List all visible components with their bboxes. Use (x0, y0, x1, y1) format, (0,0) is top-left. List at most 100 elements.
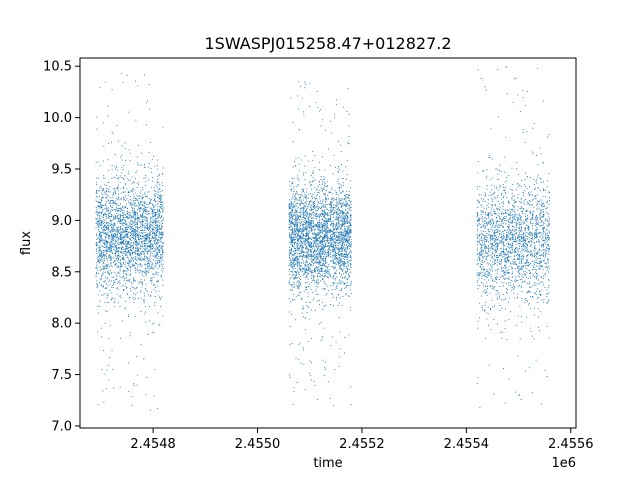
data-point (342, 241, 344, 243)
data-point (150, 258, 152, 260)
data-point (95, 267, 97, 269)
data-point (149, 240, 151, 242)
data-point (313, 222, 315, 224)
data-point (129, 273, 131, 275)
data-point (298, 219, 300, 221)
data-point (99, 202, 101, 204)
data-point (317, 293, 319, 295)
data-point (309, 301, 311, 303)
data-point (138, 258, 140, 260)
data-point (139, 208, 141, 210)
data-point (310, 246, 312, 249)
data-point (297, 207, 299, 209)
data-point (105, 248, 107, 250)
data-point (138, 232, 140, 234)
data-point (332, 238, 334, 240)
data-point (116, 274, 118, 276)
data-point (323, 239, 326, 241)
data-point (97, 284, 99, 286)
data-point (308, 203, 311, 205)
data-point (130, 205, 132, 207)
data-point (125, 245, 127, 247)
data-point (300, 282, 302, 284)
data-point (314, 228, 316, 231)
data-point (313, 204, 316, 207)
data-point (152, 255, 154, 257)
data-point (106, 260, 108, 262)
data-point (345, 294, 347, 296)
data-point (108, 212, 110, 214)
data-point (340, 244, 343, 246)
data-point (145, 195, 147, 198)
data-point (125, 236, 127, 238)
data-point (145, 177, 147, 179)
data-point (335, 298, 337, 301)
data-point (309, 375, 312, 377)
data-point (342, 237, 344, 239)
data-point (133, 181, 135, 183)
data-point (344, 336, 346, 338)
data-point (103, 242, 105, 244)
data-point (324, 361, 326, 363)
data-point (112, 235, 115, 237)
data-point (148, 320, 150, 322)
data-point (101, 211, 103, 213)
data-point (289, 185, 291, 187)
data-point (114, 233, 116, 235)
data-point (345, 200, 347, 202)
data-point (295, 277, 297, 279)
data-point (302, 349, 305, 351)
data-point (337, 261, 339, 264)
data-point (115, 239, 117, 241)
data-point (102, 249, 104, 251)
data-point (317, 282, 319, 284)
data-point (160, 256, 162, 258)
data-point (309, 372, 311, 374)
data-point (320, 187, 322, 189)
data-point (158, 191, 160, 193)
data-point (123, 243, 125, 245)
data-point (103, 145, 105, 147)
data-point (308, 269, 310, 271)
data-point (330, 236, 332, 238)
data-point (292, 236, 294, 239)
data-point (135, 212, 137, 214)
data-point (143, 219, 145, 221)
data-point (121, 230, 123, 233)
data-point (349, 269, 351, 271)
data-point (323, 209, 326, 211)
data-point (346, 160, 348, 162)
data-point (335, 199, 337, 201)
data-point (299, 255, 301, 257)
data-point (345, 202, 347, 204)
data-point (156, 220, 159, 222)
data-point (119, 268, 121, 270)
data-point (120, 198, 122, 200)
data-point (296, 216, 298, 218)
data-point (126, 267, 128, 269)
data-point (123, 207, 125, 209)
data-point (107, 295, 109, 297)
data-point (98, 190, 100, 192)
data-point (108, 169, 110, 171)
data-point (317, 232, 319, 234)
data-point (326, 234, 328, 236)
data-point (338, 203, 340, 205)
data-point (325, 226, 327, 228)
data-point (115, 266, 117, 268)
data-point (298, 272, 300, 274)
data-point (142, 241, 144, 243)
data-point (99, 262, 101, 264)
data-point (150, 208, 152, 210)
data-point (350, 263, 352, 265)
data-point (137, 374, 139, 376)
data-point (149, 141, 152, 143)
data-point (162, 279, 164, 281)
data-point (106, 246, 108, 248)
data-point (295, 263, 297, 265)
data-point (126, 229, 128, 231)
data-point (143, 313, 145, 315)
data-point (117, 220, 119, 223)
data-point (113, 188, 115, 190)
